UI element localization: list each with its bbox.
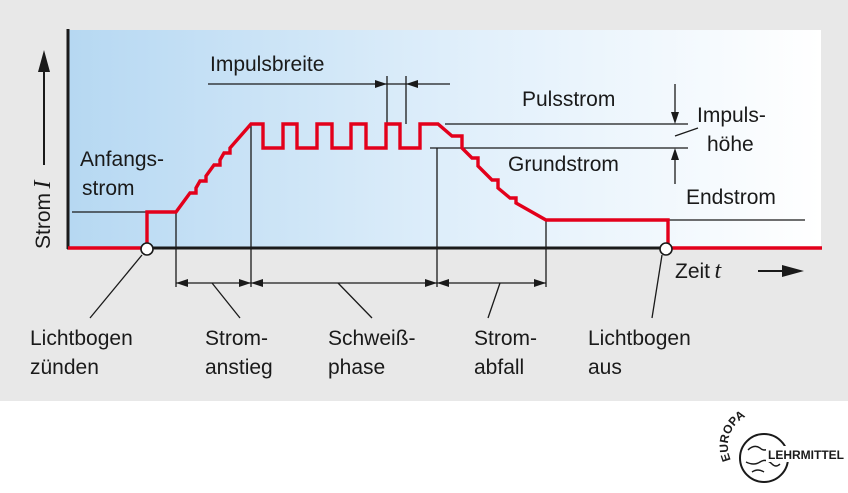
label-stromabfall-1: Strom- bbox=[474, 327, 537, 350]
label-stromanstieg-1: Strom- bbox=[205, 327, 268, 350]
label-grundstrom: Grundstrom bbox=[508, 153, 619, 176]
label-lichtbogen-zuenden-2: zünden bbox=[30, 356, 99, 379]
x-arrow-head-icon bbox=[782, 265, 804, 277]
x-axis-symbol: t bbox=[714, 258, 722, 284]
reference-lines bbox=[72, 76, 805, 319]
lichtbogen-aus-marker bbox=[659, 242, 673, 256]
label-lichtbogen-aus-1: Lichtbogen bbox=[588, 327, 691, 350]
dimension-arrowheads bbox=[176, 80, 679, 287]
label-impulshoehe-1: Impuls- bbox=[697, 104, 766, 127]
label-schweissphase-2: phase bbox=[328, 356, 385, 379]
logo-lehrmittel-text: LEHRMITTEL bbox=[768, 448, 844, 462]
y-axis-symbol: I bbox=[30, 180, 56, 190]
europa-lehrmittel-logo: EUROPA LEHRMITTEL bbox=[717, 407, 844, 483]
lichtbogen-zuenden-marker bbox=[140, 242, 154, 256]
label-impulshoehe-2: höhe bbox=[707, 133, 754, 156]
label-pulsstrom: Pulsstrom bbox=[522, 88, 615, 111]
plot-area bbox=[68, 30, 821, 248]
label-lichtbogen-zuenden-1: Lichtbogen bbox=[30, 327, 133, 350]
label-impulsbreite: Impulsbreite bbox=[210, 53, 324, 76]
label-stromabfall-2: abfall bbox=[474, 356, 524, 379]
current-curve bbox=[68, 122, 822, 250]
y-arrow-head-icon bbox=[38, 50, 50, 72]
label-anfangsstrom-1: Anfangs- bbox=[80, 148, 164, 171]
label-stromanstieg-2: anstieg bbox=[205, 356, 273, 379]
y-axis-label: Strom bbox=[32, 193, 55, 249]
label-schweissphase-1: Schweiß- bbox=[328, 327, 416, 350]
label-endstrom: Endstrom bbox=[686, 186, 776, 209]
svg-text:Zeit t: Zeit t bbox=[675, 258, 722, 284]
svg-text:Strom I: Strom I bbox=[30, 180, 56, 249]
label-anfangsstrom-2: strom bbox=[82, 177, 135, 200]
x-axis-label: Zeit bbox=[675, 260, 710, 283]
label-lichtbogen-aus-2: aus bbox=[588, 356, 622, 379]
